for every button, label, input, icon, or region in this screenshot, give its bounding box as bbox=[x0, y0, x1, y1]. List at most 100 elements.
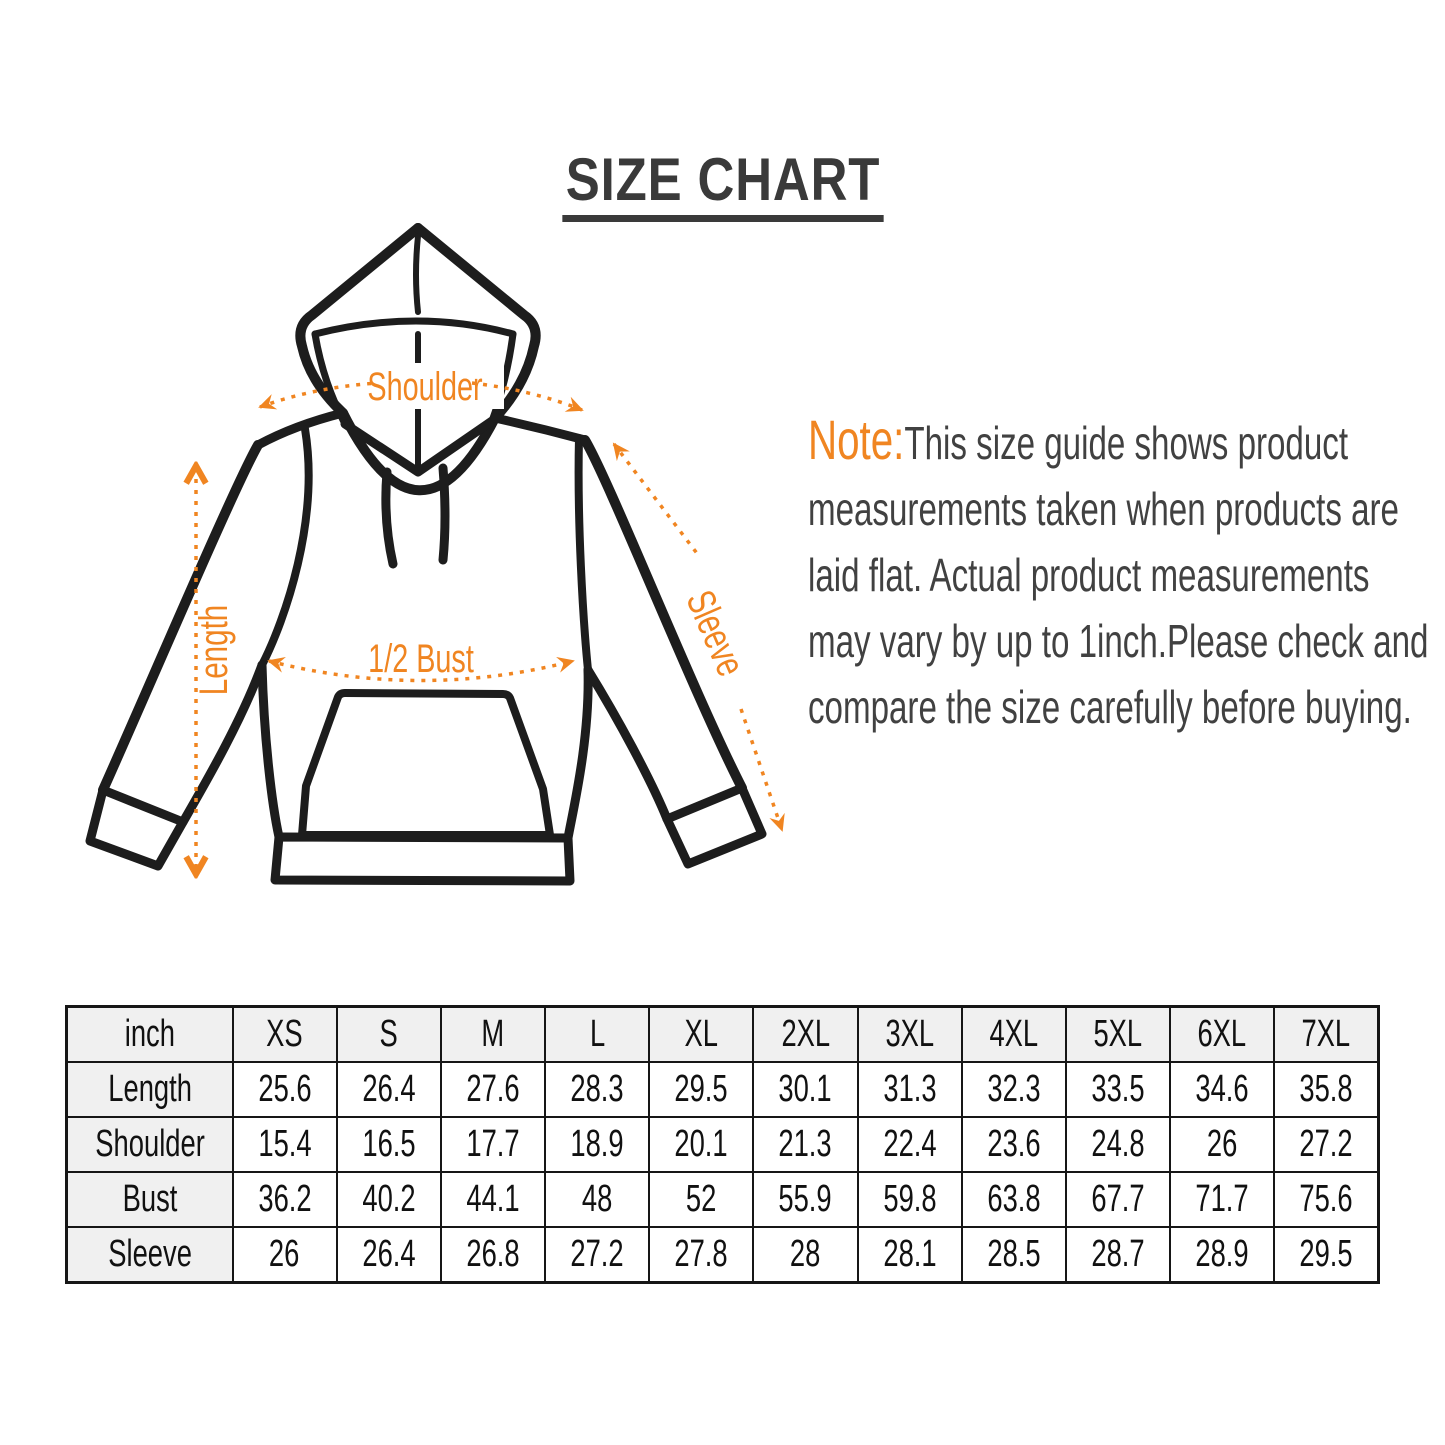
value-cell-text: 27.8 bbox=[674, 1233, 728, 1275]
value-cell: 33.5 bbox=[1064, 1061, 1172, 1118]
size-header-cell-text: 6XL bbox=[1197, 1013, 1247, 1055]
size-header-cell: 2XL bbox=[752, 1005, 859, 1063]
value-cell-text: 63.8 bbox=[987, 1178, 1041, 1220]
size-header-cell-text: 2XL bbox=[781, 1013, 830, 1055]
seam-right bbox=[574, 434, 592, 674]
value-cell-text: 22.4 bbox=[882, 1123, 937, 1165]
bust-arrow bbox=[267, 656, 575, 683]
row-label-cell: Length bbox=[65, 1061, 234, 1118]
sleeve-arrow-top bbox=[612, 442, 701, 558]
value-cell: 34.6 bbox=[1169, 1061, 1276, 1118]
value-cell: 27.8 bbox=[648, 1226, 755, 1284]
value-cell: 75.6 bbox=[1273, 1171, 1380, 1228]
hood-opening-top bbox=[311, 317, 517, 338]
note-line: Note:This size guide shows product bbox=[808, 410, 1445, 476]
value-cell: 15.4 bbox=[231, 1116, 338, 1173]
value-cell-text: 28.9 bbox=[1195, 1233, 1249, 1275]
value-cell-text: 26.4 bbox=[362, 1233, 416, 1275]
value-cell: 71.7 bbox=[1169, 1171, 1276, 1228]
note-text: This size guide shows product bbox=[904, 417, 1349, 469]
unit-header-cell-text: inch bbox=[124, 1013, 175, 1055]
value-cell-text: 29.5 bbox=[1299, 1233, 1353, 1275]
cuff-left bbox=[85, 785, 188, 871]
row-label-cell-text: Length bbox=[107, 1068, 192, 1110]
collar-arc bbox=[338, 408, 500, 496]
value-cell: 35.8 bbox=[1273, 1061, 1380, 1118]
hood-outline-right bbox=[413, 223, 541, 423]
sleeve-outer-right bbox=[580, 435, 747, 793]
hoodie-diagram: Shoulder Length 1/2 Bust Sleeve bbox=[85, 223, 785, 886]
value-cell: 40.2 bbox=[335, 1171, 442, 1228]
value-cell-text: 55.9 bbox=[778, 1178, 833, 1220]
hood-outline-left bbox=[295, 223, 423, 418]
value-cell: 29.5 bbox=[1273, 1226, 1380, 1284]
note-label: Note: bbox=[808, 408, 905, 471]
value-cell-text: 26.4 bbox=[362, 1068, 416, 1110]
table-row: Sleeve 26 26.4 26.8 27.2 27.8 28 28.1 28.5 28.7 28… bbox=[65, 1226, 1380, 1284]
row-label-cell: Shoulder bbox=[65, 1116, 234, 1173]
note-line: compare the size carefully before buying… bbox=[808, 681, 1412, 733]
value-cell: 63.8 bbox=[960, 1171, 1067, 1228]
value-cell: 28.7 bbox=[1064, 1226, 1172, 1284]
value-cell-text: 44.1 bbox=[466, 1178, 520, 1220]
value-cell: 59.8 bbox=[856, 1171, 963, 1228]
value-cell: 28 bbox=[752, 1226, 859, 1284]
bust-measure-label: 1/2 Bust bbox=[368, 636, 474, 681]
size-header-cell-text: 5XL bbox=[1093, 1013, 1143, 1055]
value-cell: 29.5 bbox=[648, 1061, 755, 1118]
value-cell-text: 25.6 bbox=[257, 1068, 312, 1110]
shoulder-line-left bbox=[253, 408, 348, 450]
value-cell-text: 27.6 bbox=[466, 1068, 520, 1110]
value-cell: 28.3 bbox=[544, 1061, 651, 1118]
value-cell-text: 26 bbox=[1206, 1123, 1238, 1165]
value-cell: 24.8 bbox=[1064, 1116, 1172, 1173]
value-cell-text: 28.1 bbox=[882, 1233, 937, 1275]
table-row: Shoulder 15.4 16.5 17.7 18.9 20.1 21.3 22.4 23.6… bbox=[65, 1116, 1380, 1173]
value-cell-text: 29.5 bbox=[674, 1068, 728, 1110]
value-cell-text: 28 bbox=[790, 1233, 821, 1275]
value-cell-text: 40.2 bbox=[362, 1178, 416, 1220]
sleeve-arrow-bottom bbox=[739, 708, 785, 832]
value-cell-text: 16.5 bbox=[362, 1123, 416, 1165]
value-cell: 31.3 bbox=[856, 1061, 963, 1118]
size-header-cell-text: 3XL bbox=[885, 1013, 934, 1055]
value-cell-text: 32.3 bbox=[987, 1068, 1041, 1110]
value-cell: 16.5 bbox=[335, 1116, 442, 1173]
value-cell: 32.3 bbox=[960, 1061, 1067, 1118]
size-header-cell: S bbox=[335, 1005, 442, 1063]
value-cell: 28.5 bbox=[960, 1226, 1067, 1284]
value-cell: 18.9 bbox=[544, 1116, 651, 1173]
hood-seam-top bbox=[413, 233, 421, 315]
value-cell: 36.2 bbox=[231, 1171, 338, 1228]
value-cell-text: 26.8 bbox=[466, 1233, 520, 1275]
value-cell-text: 28.3 bbox=[570, 1068, 624, 1110]
body-side-right bbox=[563, 665, 593, 843]
value-cell: 48 bbox=[544, 1171, 651, 1228]
size-header-cell-text: XS bbox=[266, 1013, 303, 1055]
value-cell: 20.1 bbox=[648, 1116, 755, 1173]
size-header-cell: 5XL bbox=[1064, 1005, 1172, 1063]
shoulder-arrow-left bbox=[258, 381, 379, 410]
value-cell: 27.2 bbox=[544, 1226, 651, 1284]
value-cell: 26.8 bbox=[439, 1226, 547, 1284]
row-label-cell: Bust bbox=[65, 1171, 234, 1228]
seam-left bbox=[258, 425, 313, 669]
value-cell-text: 67.7 bbox=[1091, 1178, 1145, 1220]
value-cell-text: 52 bbox=[686, 1178, 717, 1220]
row-label-cell-text: Sleeve bbox=[107, 1233, 192, 1275]
shoulder-arrow-right bbox=[471, 381, 584, 412]
title-wrap: SIZE CHART bbox=[0, 148, 1445, 222]
value-cell-text: 27.2 bbox=[1299, 1123, 1353, 1165]
size-header-cell-text: L bbox=[589, 1013, 605, 1055]
row-label-cell-text: Bust bbox=[122, 1178, 178, 1220]
size-header-cell-text: 4XL bbox=[989, 1013, 1039, 1055]
unit-header-cell: inch bbox=[65, 1005, 234, 1063]
value-cell-text: 28.7 bbox=[1091, 1233, 1145, 1275]
value-cell-text: 24.8 bbox=[1091, 1123, 1145, 1165]
value-cell-text: 20.1 bbox=[674, 1123, 728, 1165]
note-line: laid flat. Actual product measurements bbox=[808, 549, 1370, 601]
value-cell-text: 34.6 bbox=[1195, 1068, 1249, 1110]
value-cell: 26 bbox=[1169, 1116, 1276, 1173]
note: Note:This size guide shows product measu… bbox=[808, 410, 1445, 740]
